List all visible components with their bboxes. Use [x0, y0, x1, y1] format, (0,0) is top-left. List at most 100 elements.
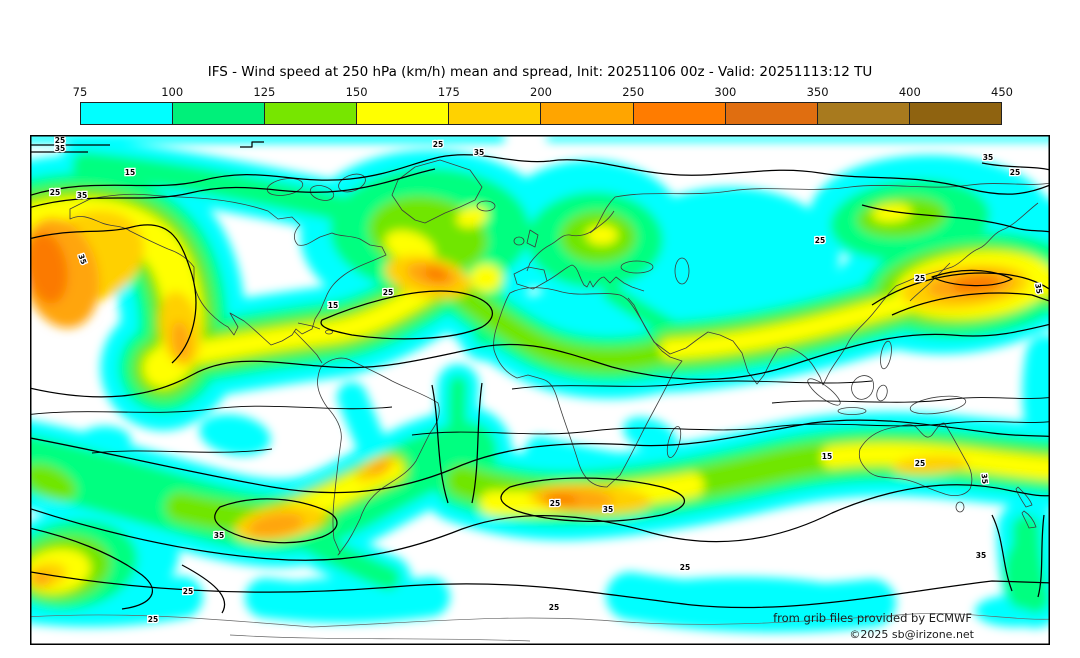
- contour-label: 35: [983, 153, 993, 162]
- wind-core-cyan: [258, 578, 422, 622]
- contour-label: 25: [148, 615, 158, 624]
- wind-core-cyan: [608, 577, 872, 629]
- coast-arctic-island: [309, 185, 335, 201]
- coast-africa: [493, 287, 683, 488]
- wind-field: [30, 135, 1050, 633]
- wind-band-yellow: [821, 443, 1050, 480]
- colorbar: 75 100 125 150 175 200 250 300 350 400 450: [73, 85, 1013, 127]
- coast-arctic-island: [338, 173, 366, 193]
- contour-label: 25: [550, 499, 560, 508]
- colorbar-segment: [725, 103, 818, 124]
- colorbar-tick: 125: [253, 85, 276, 99]
- coast-philippines: [880, 340, 892, 370]
- contour-label: 35: [474, 148, 484, 157]
- contour-label: 25: [383, 288, 393, 297]
- coast-tasmania: [955, 501, 965, 513]
- wind-core-orange: [31, 572, 51, 586]
- colorbar-tick: 75: [72, 85, 88, 99]
- wind-core-deeporange: [546, 494, 578, 506]
- weather-map: 25 35 15 25 35 35 25 15 25 35 35 25 25 25 35 15 25 35 25 35…: [30, 135, 1050, 645]
- coast-asia-pacific: [627, 202, 1039, 386]
- wind-core-yellow: [456, 206, 488, 228]
- coast-java: [837, 407, 867, 415]
- contour-label: 25: [1010, 168, 1020, 177]
- colorbar-tick: 100: [161, 85, 184, 99]
- colorbar-tick: 350: [806, 85, 829, 99]
- contour-label: 25: [183, 587, 193, 596]
- coast-japan: [909, 262, 951, 302]
- coast-new-guinea: [909, 395, 967, 415]
- coast-asia-arctic: [614, 182, 1050, 198]
- contour-label: 25: [915, 459, 925, 468]
- colorbar-segment: [81, 103, 174, 124]
- coast-uk: [526, 229, 539, 248]
- contour-label: 35: [77, 191, 87, 200]
- contour-label: 25: [680, 563, 690, 572]
- contour-label: 35: [980, 473, 990, 484]
- wind-band-yellow: [155, 272, 451, 370]
- coast-madagascar: [666, 426, 682, 458]
- contour-label: 15: [822, 452, 832, 461]
- colorbar-segment: [541, 103, 634, 124]
- coast-caspian-sea: [674, 257, 690, 285]
- coast-south-america: [317, 357, 440, 556]
- coast-antarctica-inner: [229, 634, 531, 642]
- colorbar-segment: [449, 103, 542, 124]
- wind-core-gold: [892, 455, 968, 475]
- colorbar-tick: 400: [898, 85, 921, 99]
- coast-antarctica: [30, 613, 1050, 628]
- attribution-copyright: ©2025 sb@irizone.net: [849, 628, 974, 641]
- coast-cuba: [297, 322, 321, 330]
- colorbar-segment: [817, 103, 910, 124]
- contour-label: 25: [50, 188, 60, 197]
- wind-band-cyan: [1022, 335, 1050, 455]
- wind-core-deeporange: [30, 232, 68, 304]
- colorbar-ticks: 75 100 125 150 175 200 250 300 350 400 450: [73, 85, 1013, 100]
- coast-borneo: [851, 375, 874, 400]
- page-title: IFS - Wind speed at 250 hPa (km/h) mean …: [207, 64, 873, 80]
- wind-core-yellow: [872, 203, 912, 223]
- wind-core-yellow: [385, 230, 435, 264]
- contour-label: 35: [214, 531, 224, 540]
- colorbar-tick: 200: [530, 85, 552, 99]
- coast-north-america: [69, 193, 387, 346]
- wind-core-cyan: [79, 426, 131, 454]
- wind-core-orange: [369, 461, 389, 475]
- coast-hispaniola: [325, 329, 333, 335]
- coastlines: [30, 159, 1050, 642]
- coast-sumatra: [807, 378, 841, 406]
- colorbar-segment: [633, 103, 726, 124]
- contour-label: 25: [55, 136, 65, 145]
- colorbar-tick: 300: [714, 85, 737, 99]
- map-frame: [30, 135, 1050, 645]
- contour-label: 15: [125, 168, 135, 177]
- wind-core-yellowgreen: [30, 463, 77, 501]
- coast-baltic: [589, 210, 615, 234]
- coast-central-america: [293, 330, 323, 364]
- colorbar-segment: [265, 103, 358, 124]
- wind-core-yellow: [586, 225, 618, 245]
- coast-sulawesi: [876, 384, 888, 402]
- wind-core-deeporange: [424, 267, 448, 281]
- wind-core-orange: [171, 321, 191, 361]
- colorbar-segment: [173, 103, 266, 124]
- spread-contours: [30, 141, 1050, 614]
- coast-mediterranean-north: [546, 264, 645, 292]
- wind-core-cyan: [199, 414, 271, 456]
- wind-core-deeporange: [952, 275, 1000, 293]
- colorbar-segment: [357, 103, 450, 124]
- wind-core-orange: [248, 513, 304, 537]
- coast-iceland: [476, 200, 496, 212]
- coast-australia: [858, 422, 973, 497]
- colorbar-segment: [909, 103, 1001, 124]
- contour-label: 25: [815, 236, 825, 245]
- contour-label: 35: [1033, 283, 1044, 295]
- contour-label: 25: [915, 274, 925, 283]
- colorbar-tick: 250: [622, 85, 645, 99]
- coast-black-sea: [620, 260, 654, 274]
- coast-europe: [526, 196, 616, 272]
- coast-greenland: [391, 159, 483, 224]
- coast-arctic-island: [266, 178, 304, 196]
